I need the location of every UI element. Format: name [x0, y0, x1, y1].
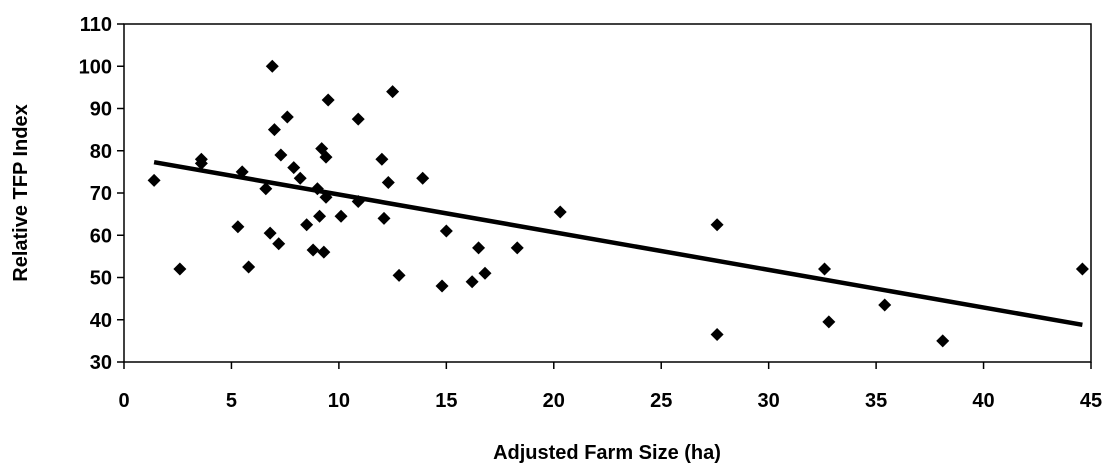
trendline-group	[153, 159, 1083, 328]
data-point	[510, 241, 524, 255]
x-tick-label: 40	[972, 390, 994, 412]
data-point	[267, 123, 281, 137]
data-point	[936, 334, 950, 348]
data-point	[818, 262, 832, 276]
data-point	[1075, 262, 1089, 276]
data-point	[375, 152, 389, 166]
data-point	[272, 237, 286, 251]
data-point	[334, 209, 348, 223]
x-tick-label: 25	[650, 390, 672, 412]
x-axis-title: Adjusted Farm Size (ha)	[493, 442, 721, 464]
data-point	[231, 220, 245, 234]
y-axis-title: Relative TFP Index	[10, 104, 32, 281]
trendline	[153, 159, 1083, 328]
data-point	[274, 148, 288, 162]
y-tick-label: 100	[79, 56, 112, 78]
y-axis: 30 40 50 60 70 80 90 100 110	[79, 14, 124, 374]
data-point	[472, 241, 486, 255]
plot-frame	[123, 23, 1092, 363]
data-point	[313, 209, 327, 223]
data-point	[381, 175, 395, 189]
data-point	[265, 59, 279, 73]
data-point	[319, 190, 333, 204]
data-point	[173, 262, 187, 276]
data-point	[478, 266, 492, 280]
x-tick-label: 10	[328, 390, 350, 412]
data-point	[259, 182, 273, 196]
data-point	[235, 165, 249, 179]
y-tick-label: 110	[80, 14, 112, 36]
y-tick-label: 30	[90, 352, 112, 374]
x-tick-label: 5	[226, 390, 237, 412]
data-point	[878, 298, 892, 312]
data-point	[300, 218, 314, 232]
data-point	[710, 328, 724, 342]
y-tick-label: 90	[90, 99, 112, 121]
data-point	[439, 224, 453, 238]
y-tick-label: 60	[90, 225, 112, 247]
x-tick-label: 15	[435, 390, 457, 412]
data-point	[280, 110, 294, 124]
y-tick-label: 50	[90, 268, 112, 290]
data-point	[319, 150, 333, 164]
x-tick-label: 0	[118, 390, 129, 412]
data-point	[435, 279, 449, 293]
data-point	[377, 211, 391, 225]
data-point	[553, 205, 567, 219]
data-point	[392, 268, 406, 282]
data-point	[416, 171, 430, 185]
data-point	[287, 161, 301, 175]
x-axis: 0 5 10 15 20 25 30 35 40 45	[118, 362, 1102, 412]
plot-area-border	[123, 23, 1092, 363]
data-point	[351, 112, 365, 126]
x-tick-label: 20	[543, 390, 565, 412]
data-point	[317, 245, 331, 259]
data-point	[147, 173, 161, 187]
y-tick-label: 40	[90, 310, 112, 332]
data-point	[386, 85, 400, 99]
data-point	[351, 194, 365, 208]
data-point	[310, 182, 324, 196]
data-point	[293, 171, 307, 185]
data-point	[321, 93, 335, 107]
data-point	[306, 243, 320, 257]
y-tick-label: 70	[90, 183, 112, 205]
data-point	[465, 275, 479, 289]
x-tick-label: 45	[1080, 390, 1102, 412]
data-point	[194, 156, 208, 170]
x-tick-label: 30	[758, 390, 780, 412]
data-points	[147, 59, 1089, 348]
x-tick-label: 35	[865, 390, 887, 412]
data-point	[242, 260, 256, 274]
data-point	[263, 226, 277, 240]
y-tick-label: 80	[90, 141, 112, 163]
data-point	[710, 218, 724, 232]
data-point	[822, 315, 836, 329]
